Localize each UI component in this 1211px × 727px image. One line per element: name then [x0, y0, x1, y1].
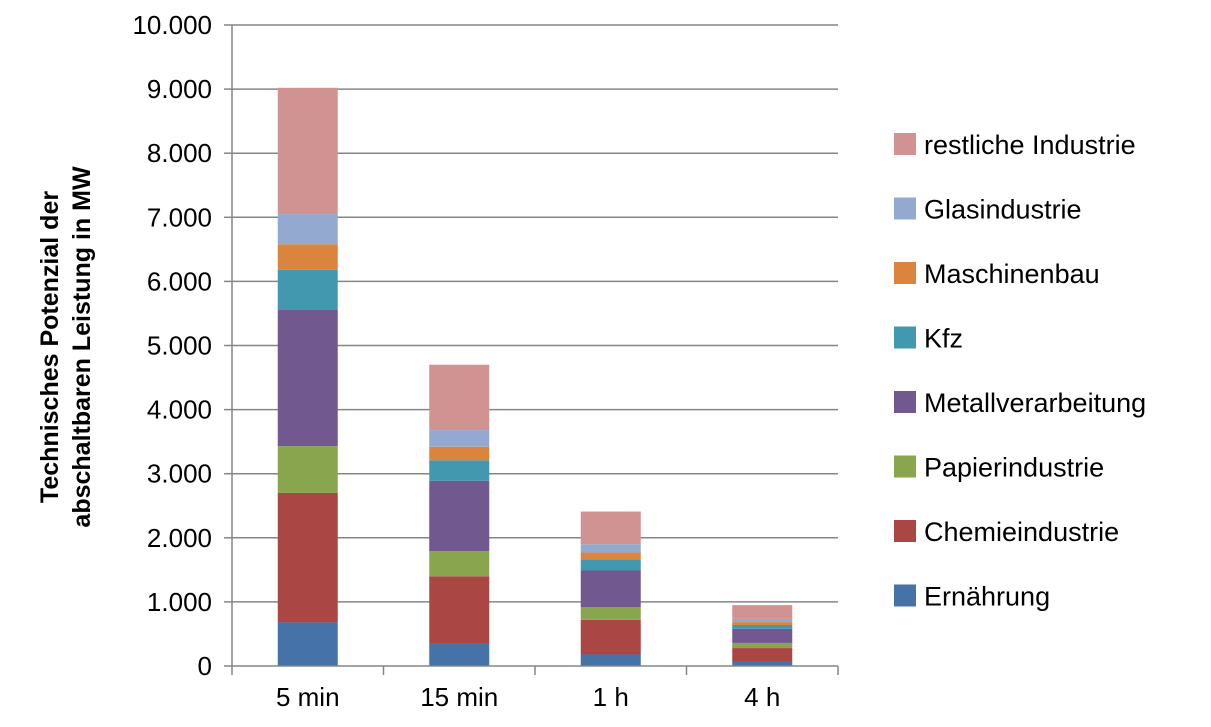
- x-tick-label: 15 min: [420, 682, 498, 712]
- y-axis-title-line-1: Technisches Potenzial der: [36, 191, 64, 503]
- legend-label: restliche Industrie: [924, 130, 1136, 160]
- bar-segment: [277, 309, 338, 447]
- bar-segment: [277, 244, 338, 270]
- bar-segment: [580, 544, 641, 553]
- y-tick-label: 1.000: [147, 587, 212, 617]
- legend-label: Metallverarbeitung: [924, 388, 1146, 418]
- bar-segment: [580, 511, 641, 545]
- legend-label: Chemieindustrie: [924, 517, 1119, 547]
- x-axis-tick-labels: 5 min 15 min 1 h 4 h: [276, 682, 780, 712]
- bar-segment: [277, 269, 338, 310]
- legend-label: Maschinenbau: [924, 259, 1100, 289]
- legend-label: Papierindustrie: [924, 453, 1104, 483]
- legend: restliche Industrie Glasindustrie Maschine…: [894, 130, 1146, 612]
- axes: [231, 25, 839, 675]
- y-axis-title-line-2: abschaltbaren Leistung in MW: [68, 166, 96, 528]
- bar-segment: [732, 624, 793, 629]
- bar-segment: [732, 622, 793, 625]
- y-tick-label: 5.000: [147, 331, 212, 361]
- bar-segment: [732, 661, 793, 666]
- legend-swatch: [894, 262, 916, 284]
- bar-segment: [732, 628, 793, 643]
- bar-segment: [580, 559, 641, 571]
- bar-segment: [277, 622, 338, 666]
- x-tick-label: 5 min: [276, 682, 340, 712]
- legend-swatch: [894, 520, 916, 542]
- y-tick-label: 8.000: [147, 138, 212, 168]
- bar-segment: [580, 619, 641, 655]
- y-tick-label: 9.000: [147, 74, 212, 104]
- bar-segment: [277, 492, 338, 623]
- y-tick-label: 3.000: [147, 459, 212, 489]
- legend-label: Kfz: [924, 324, 963, 354]
- bar-segment: [580, 570, 641, 608]
- bar-segment: [429, 551, 490, 577]
- legend-swatch: [894, 197, 916, 220]
- bar-segment: [429, 430, 490, 447]
- bar-segment: [429, 480, 490, 552]
- bar-segment: [429, 446, 490, 461]
- y-axis-tick-labels: 0 1.000 2.000 3.000 4.000 5.000 6.000 7.000 8.00…: [132, 10, 212, 681]
- y-tick-label: 2.000: [147, 523, 212, 553]
- bar-segment: [429, 576, 490, 644]
- bar-segment: [429, 643, 490, 666]
- legend-swatch: [894, 133, 916, 155]
- legend-swatch: [894, 326, 916, 349]
- bar-segment: [277, 87, 338, 215]
- bar-segment: [580, 552, 641, 560]
- x-tick-label: 1 h: [593, 682, 629, 712]
- bar-segment: [580, 607, 641, 620]
- x-tick-label: 4 h: [744, 682, 780, 712]
- bar-segment: [429, 460, 490, 481]
- bar-segment: [277, 446, 338, 493]
- y-tick-label: 0: [198, 651, 212, 681]
- bar-segment: [580, 654, 641, 666]
- legend-swatch: [894, 455, 916, 478]
- y-tick-label: 7.000: [147, 202, 212, 232]
- bar-stacks: [277, 87, 793, 666]
- bar-segment: [732, 648, 793, 662]
- y-tick-label: 10.000: [132, 10, 212, 40]
- legend-label: Glasindustrie: [924, 195, 1082, 225]
- y-tick-label: 6.000: [147, 266, 212, 296]
- bar-segment: [732, 605, 793, 619]
- legend-label: Ernährung: [924, 582, 1050, 612]
- legend-swatch: [894, 391, 916, 413]
- bar-segment: [732, 642, 793, 649]
- legend-swatch: [894, 584, 916, 607]
- bar-segment: [429, 364, 490, 431]
- bar-segment: [732, 618, 793, 623]
- bar-segment: [277, 214, 338, 245]
- y-tick-label: 4.000: [147, 395, 212, 425]
